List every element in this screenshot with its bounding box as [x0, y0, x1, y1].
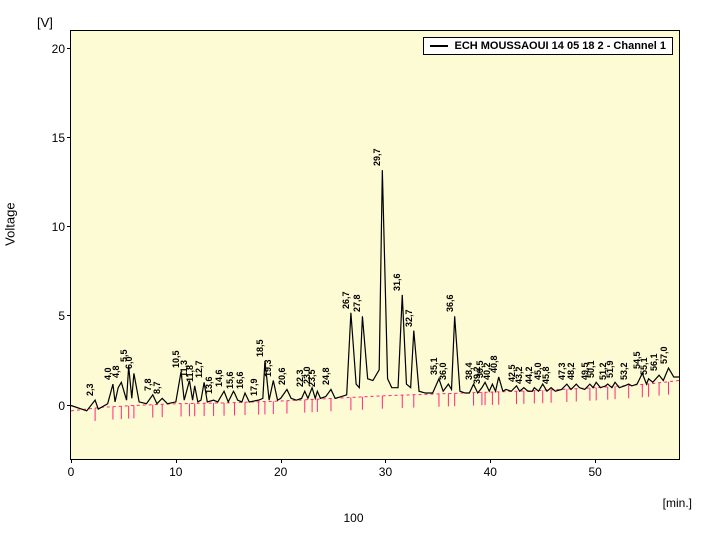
x-secondary-label: 100 [343, 511, 363, 525]
y-tick-mark [67, 405, 71, 406]
x-tick-label: 30 [379, 465, 392, 479]
y-axis-label: Voltage [3, 202, 18, 245]
y-tick-label: 20 [52, 42, 65, 56]
y-tick-label: 10 [52, 220, 65, 234]
y-tick-mark [67, 137, 71, 138]
y-tick-mark [67, 315, 71, 316]
x-tick-mark [385, 459, 386, 463]
chromatogram-svg [71, 31, 679, 459]
chart-container: Voltage [V] ECH MOUSSAOUI 14 05 18 2 - C… [15, 15, 692, 505]
y-tick-label: 0 [58, 399, 65, 413]
chromatogram-trace [71, 170, 679, 411]
y-tick-label: 5 [58, 309, 65, 323]
y-axis-unit: [V] [37, 15, 53, 30]
y-tick-mark [67, 48, 71, 49]
x-tick-mark [490, 459, 491, 463]
x-tick-label: 40 [484, 465, 497, 479]
plot-area: ECH MOUSSAOUI 14 05 18 2 - Channel 1 051… [70, 30, 680, 460]
x-axis-unit: [min.] [663, 496, 692, 510]
x-tick-label: 0 [68, 465, 75, 479]
x-tick-label: 20 [274, 465, 287, 479]
x-tick-mark [71, 459, 72, 463]
x-tick-mark [595, 459, 596, 463]
x-tick-mark [176, 459, 177, 463]
x-tick-label: 50 [588, 465, 601, 479]
y-tick-label: 15 [52, 131, 65, 145]
x-tick-label: 10 [169, 465, 182, 479]
x-tick-mark [281, 459, 282, 463]
y-tick-mark [67, 226, 71, 227]
